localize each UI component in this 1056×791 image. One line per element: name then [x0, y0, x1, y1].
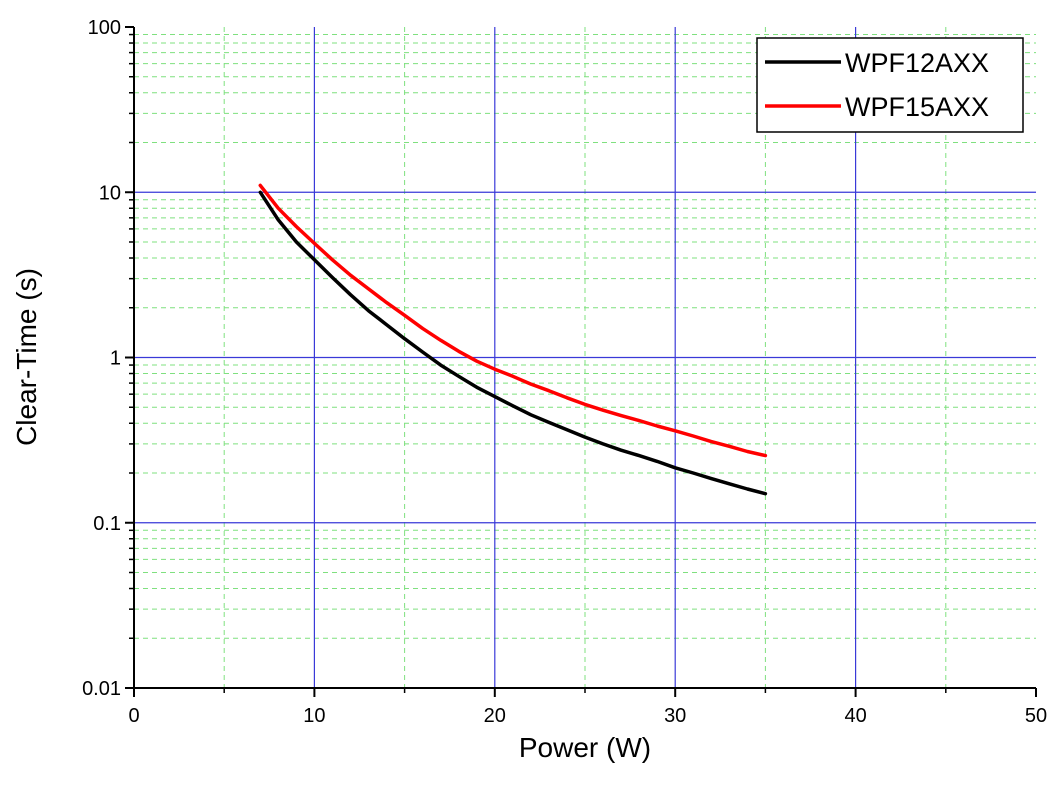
- legend-label-wpf12axx: WPF12AXX: [845, 48, 989, 78]
- major-grid: [134, 27, 1036, 688]
- x-tick-label: 40: [844, 705, 866, 727]
- y-axis-ticks: 0.01 0.1 1 10 100: [82, 17, 134, 700]
- y-tick-label: 100: [88, 17, 121, 39]
- x-tick-label: 50: [1025, 705, 1047, 727]
- y-tick-label: 0.1: [93, 513, 121, 535]
- x-tick-label: 20: [484, 705, 506, 727]
- series-line-wpf15axx: [258, 183, 768, 458]
- x-axis-title: Power (W): [519, 732, 651, 763]
- series-line-wpf12axx: [258, 190, 768, 496]
- y-tick-label: 1: [110, 348, 121, 370]
- legend-box: [756, 37, 1024, 133]
- legend-label-wpf15axx: WPF15AXX: [845, 92, 989, 122]
- legend: WPF12AXX WPF15AXX: [756, 37, 1024, 133]
- y-tick-label: 10: [99, 182, 121, 204]
- x-tick-label: 30: [664, 705, 686, 727]
- x-tick-label: 0: [128, 705, 139, 727]
- x-axis-ticks: 0 10 20 30 40 50: [128, 688, 1047, 727]
- x-tick-label: 10: [303, 705, 325, 727]
- series-layer: [258, 183, 768, 496]
- minor-grid: [134, 27, 1036, 688]
- y-axis-title: Clear-Time (s): [11, 268, 42, 446]
- y-tick-label: 0.01: [82, 678, 121, 700]
